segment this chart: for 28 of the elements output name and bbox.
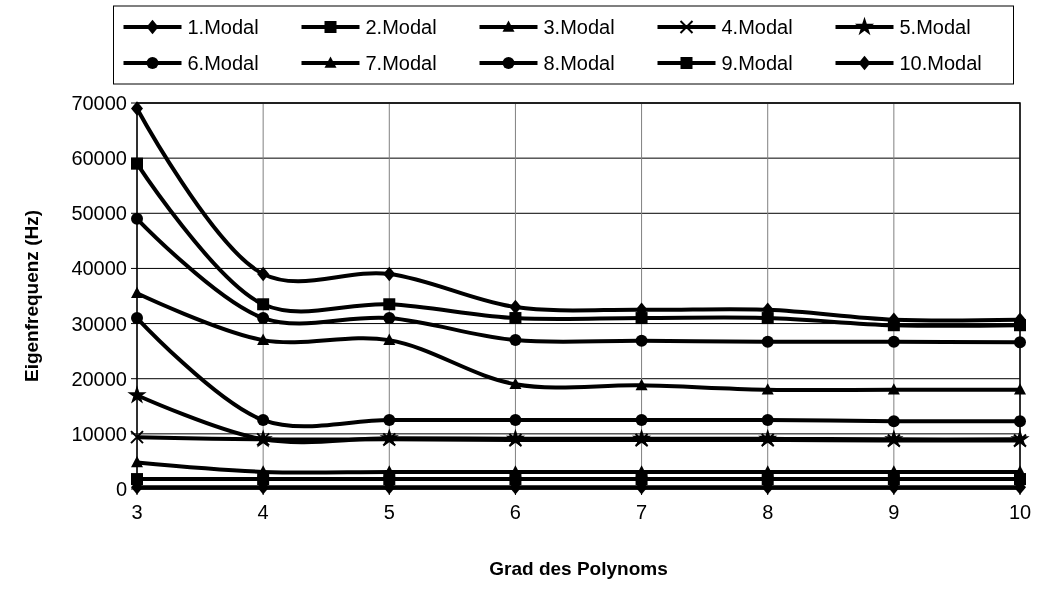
legend-label: 7.Modal [365, 52, 437, 74]
legend-label: 10.Modal [899, 52, 982, 74]
x-tick-label: 8 [762, 501, 774, 523]
legend-label: 3.Modal [543, 16, 615, 38]
y-tick-label: 30000 [71, 312, 127, 335]
x-tick-label: 6 [509, 501, 521, 523]
x-tick-label: 10 [1008, 501, 1032, 523]
legend-label: 4.Modal [721, 16, 793, 38]
legend-label: 2.Modal [365, 16, 437, 38]
x-tick-label: 9 [888, 501, 900, 523]
y-axis-title: Eigenfrequenz (Hz) [21, 209, 42, 383]
legend-label: 9.Modal [721, 52, 793, 74]
x-tick-label: 7 [636, 501, 648, 523]
y-tick-label: 40000 [71, 257, 127, 280]
x-tick-label: 3 [131, 501, 143, 523]
y-tick-label: 10000 [71, 422, 127, 445]
x-axis-title: Grad des Polynoms [489, 558, 668, 579]
y-tick-label: 60000 [71, 147, 127, 170]
x-tick-label: 4 [257, 501, 269, 523]
legend-label: 8.Modal [543, 52, 615, 74]
legend-label: 6.Modal [187, 52, 259, 74]
y-tick-label: 70000 [71, 92, 127, 114]
y-tick-label: 20000 [71, 367, 127, 390]
y-tick-label: 0 [115, 478, 127, 500]
legend-label: 5.Modal [899, 16, 971, 38]
x-tick-label: 5 [383, 501, 395, 523]
legend-label: 1.Modal [187, 16, 259, 38]
y-tick-label: 50000 [71, 202, 127, 225]
